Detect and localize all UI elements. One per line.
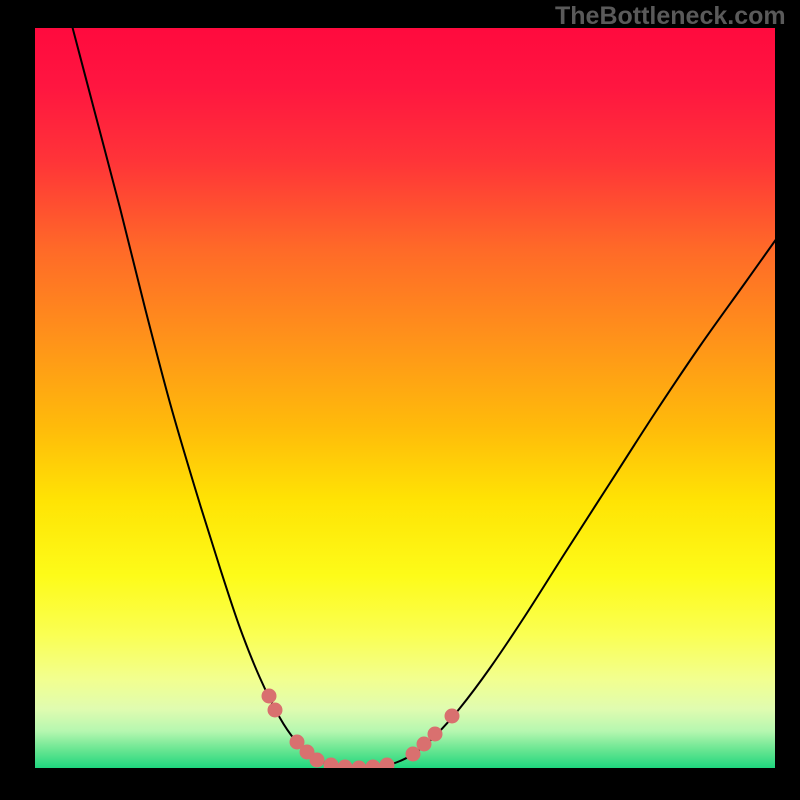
marker-dot — [428, 727, 442, 741]
marker-dot — [406, 747, 420, 761]
marker-dot — [366, 760, 380, 768]
marker-dot — [268, 703, 282, 717]
marker-dot — [324, 758, 338, 768]
chart-canvas: TheBottleneck.com — [0, 0, 800, 800]
marker-points — [35, 28, 775, 768]
marker-dot — [310, 753, 324, 767]
watermark-text: TheBottleneck.com — [555, 2, 786, 31]
marker-dot — [380, 758, 394, 768]
marker-dot — [417, 737, 431, 751]
marker-dot — [338, 760, 352, 768]
marker-dot — [445, 709, 459, 723]
marker-dot — [262, 689, 276, 703]
marker-dot — [352, 761, 366, 768]
plot-area — [35, 28, 775, 768]
